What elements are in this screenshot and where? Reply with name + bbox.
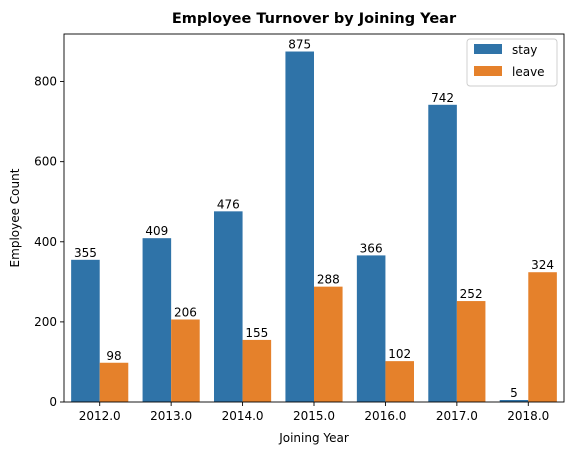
bar-leave-2015.0 — [314, 286, 343, 402]
legend-label-stay: stay — [512, 43, 537, 57]
chart-title: Employee Turnover by Joining Year — [172, 11, 457, 27]
data-label-leave-2014.0: 155 — [245, 326, 268, 340]
y-axis-label: Employee Count — [8, 168, 22, 267]
plot-frame — [63, 33, 565, 403]
data-label-leave-2015.0: 288 — [317, 273, 340, 287]
data-label-leave-2018.0: 324 — [531, 258, 554, 272]
x-tick-label: 2016.0 — [364, 409, 406, 423]
data-label-stay-2015.0: 875 — [288, 38, 311, 52]
bar-stay-2018.0 — [499, 400, 529, 402]
data-labels-layer: 355 98 409 206 476 155 875 288 366 102 742 252 5 324 — [74, 38, 554, 400]
data-label-leave-2013.0: 206 — [174, 305, 197, 319]
x-tick-label: 2017.0 — [436, 409, 478, 423]
bar-leave-2012.0 — [99, 362, 129, 402]
x-tick-label: 2018.0 — [507, 409, 549, 423]
bars-layer — [71, 51, 557, 403]
bar-leave-2018.0 — [528, 272, 557, 402]
bar-stay-2013.0 — [142, 238, 172, 402]
bar-leave-2016.0 — [385, 361, 414, 402]
data-label-stay-2016.0: 366 — [360, 241, 383, 255]
legend: stay leave — [466, 38, 558, 87]
bar-stay-2012.0 — [71, 259, 100, 402]
data-label-leave-2012.0: 98 — [106, 349, 121, 363]
x-tick-label: 2015.0 — [293, 409, 335, 423]
y-tick-label: 600 — [34, 155, 57, 169]
x-tick-label: 2013.0 — [150, 409, 192, 423]
data-label-stay-2018.0: 5 — [510, 386, 518, 400]
axes-layer: 2012.0 2013.0 2014.0 2015.0 2016.0 2017.0 2018… — [34, 75, 549, 423]
bar-stay-2014.0 — [214, 211, 243, 402]
bar-stay-2016.0 — [356, 255, 386, 402]
bar-leave-2017.0 — [456, 301, 486, 402]
bar-stay-2015.0 — [285, 51, 314, 403]
y-tick-label: 200 — [34, 315, 57, 329]
data-label-stay-2014.0: 476 — [217, 197, 240, 211]
data-label-leave-2016.0: 102 — [388, 347, 411, 361]
x-tick-label: 2012.0 — [79, 409, 121, 423]
x-tick-label: 2014.0 — [222, 409, 264, 423]
data-label-leave-2017.0: 252 — [460, 287, 483, 301]
y-tick-label: 400 — [34, 235, 57, 249]
bar-stay-2017.0 — [428, 104, 457, 403]
x-axis-label: Joining Year — [278, 431, 349, 445]
bar-leave-2014.0 — [242, 339, 272, 402]
data-label-stay-2017.0: 742 — [431, 91, 454, 105]
y-tick-label: 0 — [49, 395, 57, 409]
bar-leave-2013.0 — [171, 319, 200, 402]
data-label-stay-2012.0: 355 — [74, 246, 97, 260]
legend-label-leave: leave — [512, 65, 545, 79]
data-label-stay-2013.0: 409 — [145, 224, 168, 238]
legend-swatch-leave — [474, 66, 502, 76]
legend-swatch-stay — [474, 44, 502, 54]
y-tick-label: 800 — [34, 75, 57, 89]
